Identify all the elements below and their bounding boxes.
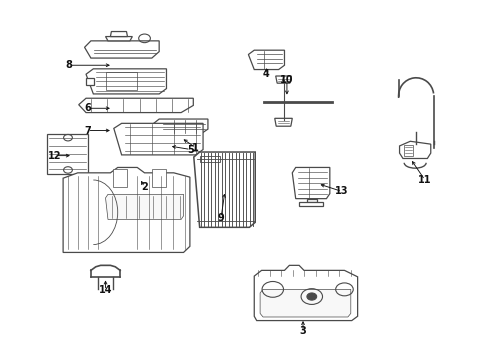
- Polygon shape: [299, 202, 322, 206]
- Text: 14: 14: [99, 285, 112, 296]
- Text: 12: 12: [47, 150, 61, 161]
- Text: 4: 4: [263, 69, 269, 79]
- Polygon shape: [63, 167, 189, 252]
- Polygon shape: [152, 169, 166, 187]
- Polygon shape: [292, 167, 329, 199]
- Text: 11: 11: [417, 175, 431, 185]
- Polygon shape: [110, 32, 127, 37]
- Text: 9: 9: [217, 213, 224, 222]
- Polygon shape: [275, 76, 291, 83]
- Polygon shape: [105, 72, 137, 90]
- Polygon shape: [254, 265, 357, 320]
- Polygon shape: [404, 145, 412, 156]
- Text: 1: 1: [192, 143, 199, 153]
- Polygon shape: [306, 199, 316, 202]
- Polygon shape: [79, 98, 193, 113]
- Polygon shape: [114, 123, 203, 155]
- Polygon shape: [47, 134, 88, 174]
- Text: 2: 2: [141, 182, 147, 192]
- Polygon shape: [86, 69, 166, 94]
- Circle shape: [306, 293, 316, 300]
- Polygon shape: [193, 152, 255, 227]
- Polygon shape: [248, 50, 284, 69]
- Polygon shape: [274, 118, 292, 126]
- Text: 13: 13: [335, 186, 348, 197]
- Polygon shape: [153, 119, 207, 134]
- Polygon shape: [105, 37, 132, 41]
- Polygon shape: [86, 78, 94, 85]
- Polygon shape: [260, 289, 350, 317]
- Text: 5: 5: [187, 144, 194, 154]
- Polygon shape: [199, 156, 220, 162]
- Polygon shape: [399, 141, 430, 158]
- Text: 6: 6: [84, 103, 91, 113]
- Polygon shape: [113, 169, 127, 187]
- Text: 8: 8: [65, 60, 72, 70]
- Text: 7: 7: [84, 126, 91, 135]
- Polygon shape: [84, 41, 159, 58]
- Text: 10: 10: [280, 75, 293, 85]
- Polygon shape: [105, 194, 183, 220]
- Text: 3: 3: [299, 326, 306, 336]
